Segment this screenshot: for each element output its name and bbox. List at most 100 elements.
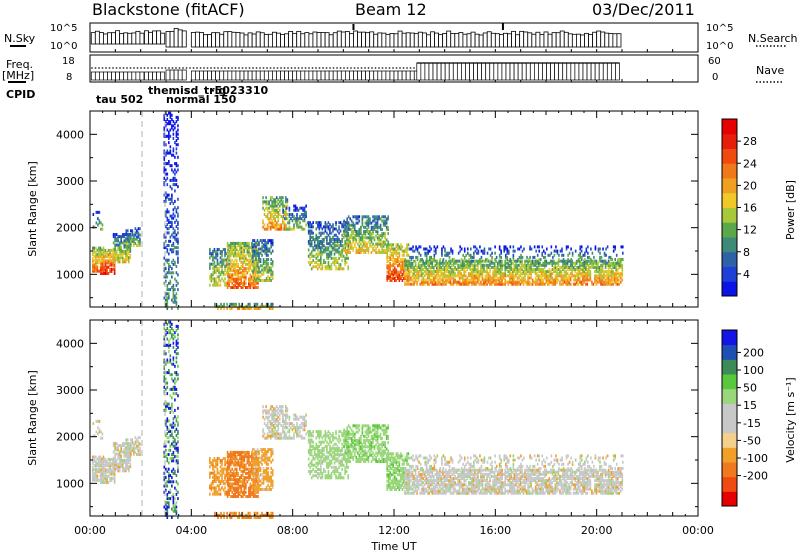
power-point	[268, 247, 271, 251]
power-point	[226, 256, 229, 260]
power-point	[471, 274, 473, 278]
noise-bar	[181, 30, 187, 48]
power-point	[521, 268, 523, 272]
power-point	[177, 250, 179, 254]
power-point	[386, 264, 388, 268]
power-point	[235, 260, 238, 264]
power-point	[268, 217, 270, 221]
velocity-point	[139, 453, 141, 456]
power-point	[104, 248, 107, 252]
power-point	[106, 255, 108, 259]
power-point	[231, 241, 233, 245]
power-point	[609, 278, 611, 282]
power-point	[520, 253, 522, 257]
power-point	[315, 233, 318, 237]
power-point	[518, 259, 520, 263]
power-point	[425, 268, 428, 272]
power-point	[232, 265, 235, 268]
power-point	[436, 263, 438, 267]
power-point	[274, 198, 277, 202]
power-point	[373, 217, 376, 221]
power-point	[332, 256, 334, 260]
velocity-point	[126, 465, 129, 469]
power-point	[242, 281, 244, 285]
power-point	[254, 279, 256, 283]
power-point	[395, 268, 398, 272]
power-point	[98, 254, 100, 258]
power-point	[213, 266, 216, 270]
power-point	[440, 270, 443, 274]
power-point	[284, 217, 286, 221]
power-point	[113, 265, 116, 269]
power-point	[254, 283, 256, 287]
power-point	[171, 153, 173, 157]
power-point	[416, 258, 419, 261]
power-point	[256, 253, 259, 257]
velocity-point	[92, 474, 94, 478]
power-point	[455, 280, 458, 284]
noise-bars	[89, 23, 699, 52]
power-point	[274, 217, 277, 221]
power-point	[460, 276, 462, 280]
power-point	[509, 263, 511, 267]
power-point	[490, 261, 493, 265]
power-point	[309, 240, 311, 244]
power-point	[364, 234, 367, 238]
power-point	[258, 276, 260, 280]
power-point	[261, 268, 263, 272]
power-point	[212, 266, 214, 270]
velocity-point	[164, 381, 167, 385]
power-point	[121, 260, 124, 264]
power-point	[404, 247, 407, 251]
power-point	[404, 258, 407, 261]
power-point	[364, 244, 367, 248]
power-point	[218, 268, 220, 272]
power-point	[553, 253, 556, 257]
power-point	[109, 269, 111, 273]
noise-bar	[523, 31, 529, 48]
power-point	[543, 259, 546, 263]
power-point	[376, 221, 379, 225]
power-point	[431, 263, 434, 267]
power-point	[312, 237, 315, 241]
freq-bar	[538, 62, 543, 81]
power-point	[246, 248, 249, 252]
power-point	[386, 276, 388, 280]
power-point	[430, 258, 433, 261]
power-point	[255, 271, 258, 275]
power-point	[569, 261, 572, 265]
power-point	[467, 263, 470, 267]
power-point	[171, 126, 173, 130]
power-point	[394, 276, 396, 280]
power-point	[489, 253, 492, 257]
power-point	[262, 196, 264, 200]
power-point	[411, 274, 414, 278]
power-point	[172, 248, 175, 252]
power-point	[403, 262, 405, 266]
power-point	[478, 272, 481, 276]
power-point	[112, 241, 115, 245]
power-point	[559, 280, 561, 284]
velocity-point	[123, 448, 126, 452]
power-point	[232, 241, 235, 245]
power-point	[387, 225, 390, 229]
power-point	[539, 282, 542, 286]
power-point	[229, 267, 232, 271]
power-point	[358, 251, 361, 254]
power-point	[422, 259, 424, 263]
velocity-point	[126, 444, 129, 448]
power-point	[282, 221, 284, 225]
power-point	[272, 202, 275, 206]
power-point	[485, 258, 487, 261]
power-point	[271, 241, 274, 245]
power-point	[343, 236, 345, 240]
power-point	[107, 248, 110, 252]
power-point	[449, 278, 452, 282]
power-point	[481, 278, 484, 282]
power-point	[344, 225, 347, 229]
power-point	[433, 276, 435, 280]
power-point	[403, 264, 405, 268]
power-point	[252, 276, 254, 280]
velocity-point	[164, 507, 167, 511]
power-point	[580, 258, 583, 261]
